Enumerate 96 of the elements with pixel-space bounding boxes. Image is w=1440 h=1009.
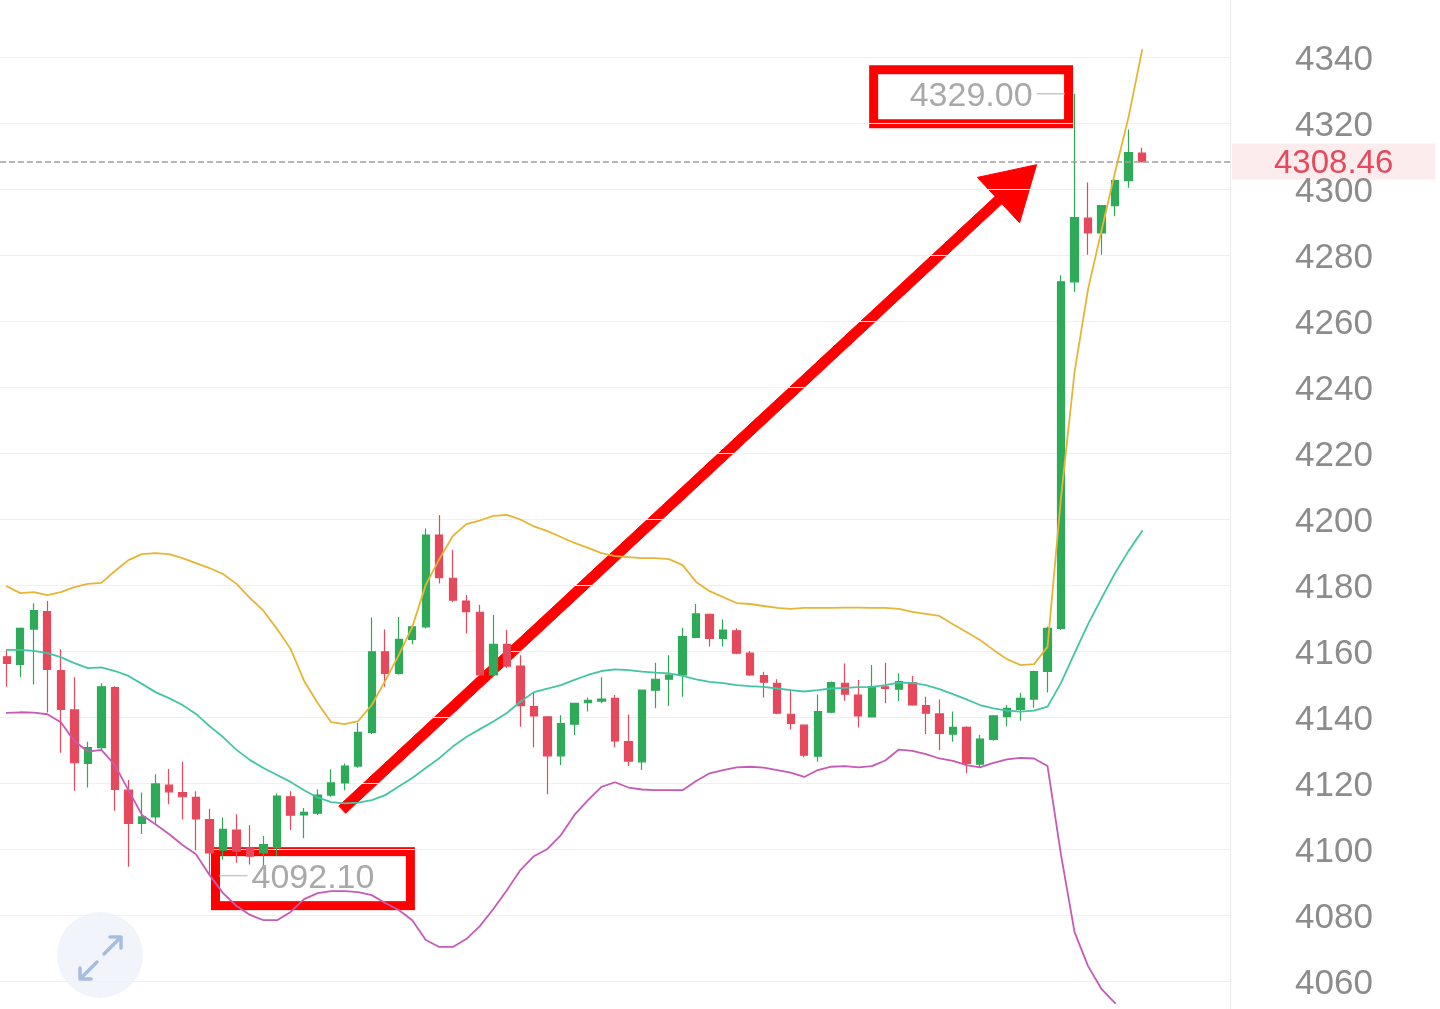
candlestick: [542, 715, 553, 795]
candlestick: [704, 612, 715, 648]
y-tick-label: 4320: [1295, 103, 1373, 143]
candlestick: [1083, 181, 1093, 256]
candlestick: [69, 676, 80, 792]
candlestick: [853, 679, 863, 729]
candlestick: [123, 779, 134, 868]
candlestick: [988, 714, 999, 742]
line-series: [5, 530, 1144, 805]
candlestick: [569, 702, 580, 736]
candlestick: [218, 816, 228, 861]
candlestick: [272, 792, 282, 857]
candlestick: [137, 791, 147, 835]
candlestick: [1069, 93, 1080, 293]
y-tick-label: 4340: [1295, 37, 1373, 77]
candlestick: [150, 773, 161, 825]
candlestick: [326, 768, 336, 798]
candlestick: [488, 614, 499, 677]
candlestick: [583, 696, 593, 713]
candlestick: [299, 807, 309, 839]
candlestick: [380, 628, 390, 688]
candlestick: [448, 549, 458, 603]
candlestick: [813, 693, 823, 763]
candlestick: [56, 648, 66, 754]
candlestick: [421, 527, 431, 630]
line-series: [5, 711, 1117, 1004]
candlestick: [623, 713, 634, 767]
line-series: [5, 48, 1144, 726]
annotation: 4092.10: [251, 856, 375, 895]
candlestick: [285, 790, 296, 831]
candlestick: [245, 824, 255, 866]
candlestick: [610, 694, 620, 748]
y-tick-label: 4080: [1295, 896, 1373, 936]
candlestick: [745, 650, 755, 677]
y-tick-label: 4160: [1295, 632, 1373, 672]
candlestick: [96, 682, 107, 750]
candlestick: [664, 654, 674, 707]
candlestick: [556, 714, 566, 766]
candlestick: [1137, 147, 1147, 163]
candlestick: [1056, 274, 1066, 631]
candlestick: [961, 725, 972, 774]
candlestick: [948, 711, 958, 743]
candlestick: [1123, 128, 1134, 189]
candlestick: [934, 698, 945, 751]
candlestick: [596, 676, 607, 704]
candlestick: [502, 629, 512, 669]
y-tick-label: 4260: [1295, 301, 1373, 341]
candlestick: [475, 604, 485, 677]
candlestick: [731, 627, 742, 655]
candlestick: [880, 662, 890, 704]
candlestick: [461, 594, 471, 634]
candlestick: [907, 675, 918, 707]
candlestick: [177, 761, 188, 821]
y-tick-label: 4140: [1295, 698, 1373, 738]
candlestick: [772, 678, 782, 715]
y-tick-label: 4280: [1295, 235, 1373, 275]
candlestick: [367, 616, 377, 735]
candlestick: [164, 768, 174, 805]
candlestick: [826, 680, 836, 714]
y-tick-label: 4200: [1295, 500, 1373, 540]
candlestick: [2, 649, 12, 688]
candlestick: [1029, 670, 1039, 709]
y-tick-label: 4100: [1295, 830, 1373, 870]
candlestick: [637, 688, 647, 771]
candlestick: [786, 688, 796, 731]
candlestick: [231, 813, 242, 864]
candlestick: [353, 722, 363, 769]
candlestick: [1015, 692, 1026, 722]
candlestick: [677, 627, 688, 698]
candlestick: [191, 790, 201, 851]
candlestick: [15, 626, 25, 678]
candlestick: [867, 664, 877, 719]
y-tick-label: 4240: [1295, 367, 1373, 407]
candlestick: [799, 723, 809, 758]
annotation: 4329.00: [909, 74, 1033, 113]
candlestick: [312, 788, 323, 816]
candlestick: [110, 685, 120, 812]
candlestick: [529, 691, 539, 749]
candlestick: [29, 602, 39, 686]
candlestick: [921, 696, 931, 735]
candlestick: [975, 734, 985, 769]
y-tick-label: 4060: [1295, 962, 1373, 1002]
candlestick: [1110, 178, 1120, 217]
candlestick: [718, 618, 728, 648]
y-tick-label: 4120: [1295, 764, 1373, 804]
y-tick-label: 4180: [1295, 566, 1373, 606]
candlestick: [650, 662, 661, 709]
candlestick: [258, 835, 269, 867]
candlestick: [83, 741, 93, 789]
candlestick: [759, 671, 769, 699]
candlestick: [42, 600, 52, 714]
candlestick: [691, 603, 701, 639]
candlestick: [434, 514, 444, 585]
candlestick: [515, 654, 526, 728]
candlestick: [340, 762, 350, 791]
y-tick-label: 4220: [1295, 434, 1373, 474]
